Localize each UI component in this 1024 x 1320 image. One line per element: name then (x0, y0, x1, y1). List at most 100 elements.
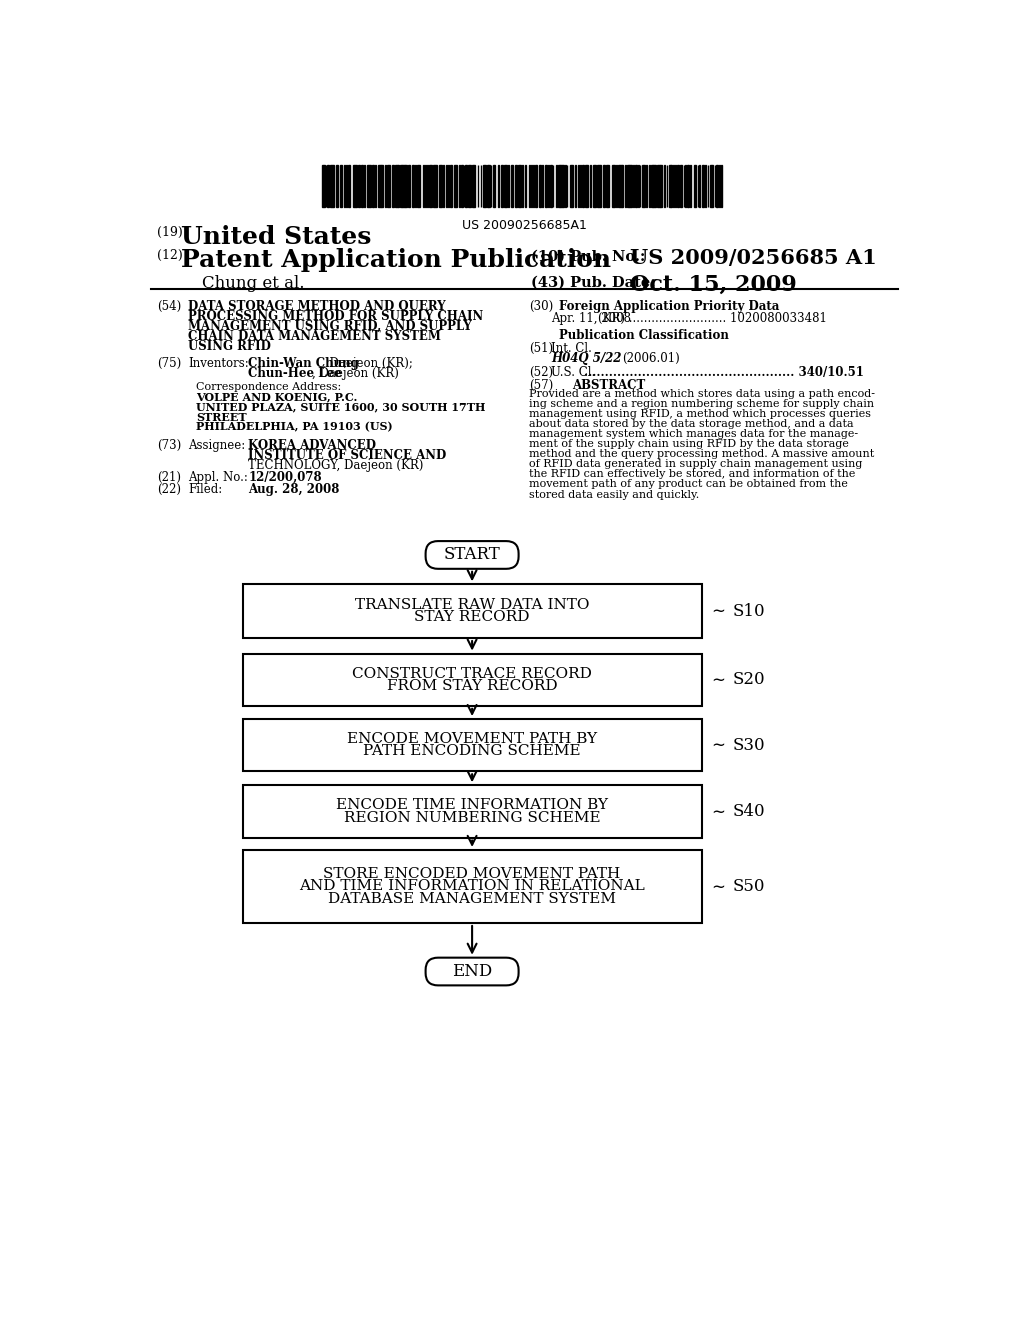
Bar (372, 165, 375, 207)
Text: PROCESSING METHOD FOR SUPPLY CHAIN: PROCESSING METHOD FOR SUPPLY CHAIN (188, 310, 483, 323)
Bar (642, 165, 645, 207)
Bar (669, 165, 671, 207)
Text: ing scheme and a region numbering scheme for supply chain: ing scheme and a region numbering scheme… (529, 400, 874, 409)
Text: S30: S30 (732, 737, 765, 754)
Bar (590, 165, 592, 207)
Bar (539, 165, 541, 207)
Text: movement path of any product can be obtained from the: movement path of any product can be obta… (529, 479, 848, 490)
Bar (243, 719, 701, 771)
Text: (57): (57) (529, 379, 554, 392)
Text: (52): (52) (529, 367, 554, 379)
Bar (651, 165, 652, 207)
Bar (545, 165, 547, 207)
Bar (524, 165, 526, 207)
Bar (322, 165, 325, 207)
Bar (328, 165, 329, 207)
Bar (593, 165, 596, 207)
Text: stored data easily and quickly.: stored data easily and quickly. (529, 490, 699, 499)
Bar (348, 165, 350, 207)
Text: ABSTRACT: ABSTRACT (572, 379, 645, 392)
Bar (501, 165, 503, 207)
Text: 12/200,078: 12/200,078 (248, 471, 322, 484)
Text: (54): (54) (158, 300, 181, 313)
Bar (391, 165, 394, 207)
Text: Oct. 15, 2009: Oct. 15, 2009 (630, 275, 797, 296)
Text: (73): (73) (158, 440, 181, 453)
Bar (635, 165, 637, 207)
Text: ENCODE MOVEMENT PATH BY: ENCODE MOVEMENT PATH BY (347, 733, 597, 746)
Bar (583, 165, 584, 207)
Text: CHAIN DATA MANAGEMENT SYSTEM: CHAIN DATA MANAGEMENT SYSTEM (188, 330, 441, 343)
Bar (483, 165, 486, 207)
Text: S20: S20 (732, 671, 765, 688)
Bar (455, 165, 458, 207)
Text: TECHNOLOGY, Daejeon (KR): TECHNOLOGY, Daejeon (KR) (248, 459, 424, 473)
Bar (423, 165, 424, 207)
Bar (660, 165, 662, 207)
Bar (367, 165, 371, 207)
Text: Assignee:: Assignee: (188, 440, 246, 453)
Text: (21): (21) (158, 471, 181, 484)
Bar (493, 165, 496, 207)
Bar (664, 165, 665, 207)
Bar (656, 165, 659, 207)
Bar (617, 165, 622, 207)
Bar (400, 165, 401, 207)
Bar (364, 165, 366, 207)
Bar (488, 165, 489, 207)
Bar (716, 165, 718, 207)
Text: STREET: STREET (197, 412, 247, 422)
Bar (465, 165, 467, 207)
Bar (603, 165, 605, 207)
Text: ................................................... 340/10.51: ........................................… (584, 367, 863, 379)
Text: (43) Pub. Date:: (43) Pub. Date: (531, 276, 655, 289)
Text: UNITED PLAZA, SUITE 1600, 30 SOUTH 17TH: UNITED PLAZA, SUITE 1600, 30 SOUTH 17TH (197, 401, 485, 413)
Text: ∼: ∼ (711, 737, 725, 754)
Bar (442, 165, 444, 207)
Bar (560, 165, 563, 207)
Bar (402, 165, 404, 207)
Text: TRANSLATE RAW DATA INTO: TRANSLATE RAW DATA INTO (355, 598, 590, 612)
Bar (361, 165, 362, 207)
Bar (429, 165, 432, 207)
Text: ENCODE TIME INFORMATION BY: ENCODE TIME INFORMATION BY (336, 799, 608, 812)
Bar (511, 165, 513, 207)
Bar (243, 585, 701, 638)
Bar (611, 165, 615, 207)
Text: Chun-Hee Lee: Chun-Hee Lee (248, 367, 342, 380)
Text: method and the query processing method. A massive amount: method and the query processing method. … (529, 449, 874, 459)
Bar (395, 165, 397, 207)
Text: PATH ENCODING SCHEME: PATH ENCODING SCHEME (364, 744, 581, 758)
Text: H04Q 5/22: H04Q 5/22 (551, 352, 622, 366)
Bar (532, 165, 535, 207)
Bar (336, 165, 338, 207)
Bar (243, 850, 701, 923)
Text: US 2009/0256685 A1: US 2009/0256685 A1 (630, 248, 877, 268)
Bar (498, 165, 500, 207)
Text: of RFID data generated in supply chain management using: of RFID data generated in supply chain m… (529, 459, 863, 470)
Text: STORE ENCODED MOVEMENT PATH: STORE ENCODED MOVEMENT PATH (324, 867, 621, 882)
Text: Inventors:: Inventors: (188, 358, 249, 370)
Bar (385, 165, 386, 207)
Text: management system which manages data for the manage-: management system which manages data for… (529, 429, 858, 440)
Text: USING RFID: USING RFID (188, 341, 271, 354)
Text: Provided are a method which stores data using a path encod-: Provided are a method which stores data … (529, 389, 876, 400)
Bar (693, 165, 696, 207)
Text: ∼: ∼ (711, 602, 725, 620)
Bar (378, 165, 381, 207)
Text: (51): (51) (529, 342, 554, 355)
Text: (10) Pub. No.:: (10) Pub. No.: (531, 249, 645, 263)
Bar (340, 165, 342, 207)
Bar (408, 165, 410, 207)
Bar (569, 165, 572, 207)
Text: (30): (30) (529, 300, 554, 313)
Text: S40: S40 (732, 803, 765, 820)
Bar (468, 165, 471, 207)
Bar (550, 165, 552, 207)
Bar (331, 165, 334, 207)
Text: KOREA ADVANCED: KOREA ADVANCED (248, 440, 376, 453)
Text: U.S. Cl.: U.S. Cl. (551, 367, 595, 379)
Text: Filed:: Filed: (188, 483, 222, 495)
Bar (627, 165, 629, 207)
Bar (518, 165, 521, 207)
